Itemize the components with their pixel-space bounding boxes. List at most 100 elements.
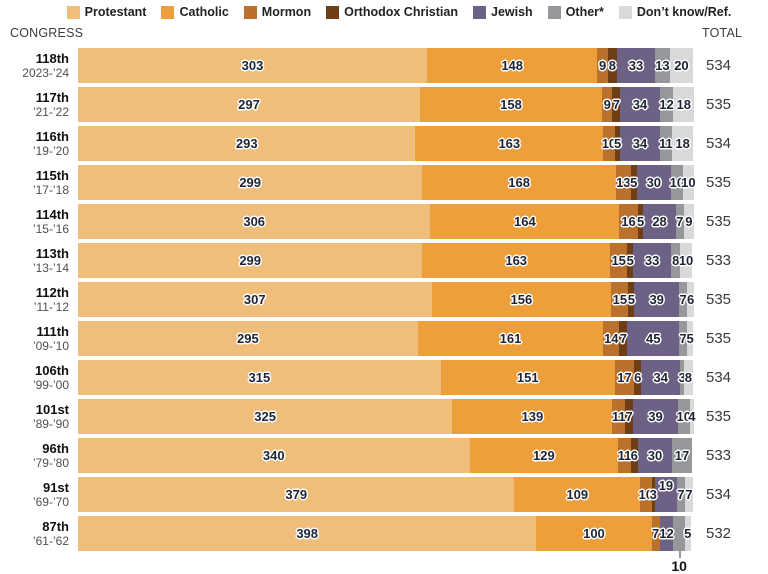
segment-value-label: 18 [675,136,690,151]
bar-row-87th: 87th ’61-’62 398 100 7 12 10 5 532 [0,516,768,574]
row-label: 117th ’21-’22 [0,90,78,120]
segment-value-label: 163 [505,253,528,268]
segment-value-label: 16 [621,214,636,229]
segment-value-label: 8 [608,58,616,73]
segment-value-label: 4 [688,409,696,424]
segment-value-label: 30 [647,448,663,463]
bar-segment-other: 3 [678,360,686,395]
segment-value-label: 28 [652,214,667,229]
bar-segment-mormon: 11 [612,399,626,434]
segment-value-label: 8 [684,370,692,385]
congress-name: 117th [35,89,69,105]
bar-segment-other: 7 [675,204,684,239]
bar-segment-protestant: 295 [78,321,418,356]
legend-swatch-protestant [66,5,80,19]
legend-label: Catholic [179,5,229,19]
segment-value-label: 14 [603,331,619,346]
segment-value-label: 7 [625,409,633,424]
bar-segment-don-t-know-ref: 9 [683,204,695,239]
row-total: 535 [706,213,732,230]
bar-segment-jewish: 33 [616,48,655,83]
bar-segment-other: 10 [670,165,684,200]
segment-value-label: 158 [500,97,522,112]
row-label: 101st ’89-’90 [0,402,78,432]
congress-years: ’79-’80 [32,456,69,471]
bar-segment-protestant: 306 [78,204,431,239]
segment-value-label: 156 [510,292,533,307]
bar-segment-jewish: 33 [633,243,672,278]
row-label: 106th ’99-’00 [0,363,78,393]
segment-value-label: 6 [687,292,695,307]
bar-segment-catholic: 163 [415,126,604,161]
congress-years: ’21-’22 [32,105,69,120]
bar-row-112th: 112th ’11-’12 307 156 15 5 39 7 6 535 [0,282,768,317]
bar-row-113th: 113th ’13-’14 299 163 15 5 33 8 10 533 [0,243,768,278]
bar-segment-mormon: 9 [602,87,613,122]
bar-segment-orthodox-christian: 5 [627,243,634,278]
segment-value-label: 306 [243,214,266,229]
congress-years: 2023-’24 [22,66,69,81]
congress-name: 91st [42,479,69,495]
bar-segment-mormon: 11 [618,438,631,473]
legend-swatch-jewish [473,5,486,19]
segment-value-label: 17 [617,370,632,385]
bar-segment-mormon: 7 [651,516,660,551]
bar-segment-catholic: 164 [430,204,620,239]
legend-swatch-catholic [161,5,175,19]
bar-segment-mormon: 14 [603,321,620,356]
segment-value-label: 129 [532,448,555,463]
bar-row-101st: 101st ’89-’90 325 139 11 7 39 10 4 535 [0,399,768,434]
legend-item-catholic: Catholic [161,5,229,19]
segment-value-label: 3 [678,370,686,385]
legend-item-jewish: Jewish [473,5,533,19]
row-total: 535 [706,330,732,347]
row-label: 111th ’09-’10 [0,324,78,354]
bar-segment-protestant: 379 [78,477,515,512]
bar-segment-mormon: 10 [639,477,653,512]
congress-name: 96th [42,440,69,456]
segment-value-label: 379 [285,487,308,502]
bar-segment-catholic: 109 [514,477,641,512]
column-headers: CONGRESS TOTAL [0,26,768,44]
stacked-bar: 293 163 10 5 34 11 18 [78,126,693,161]
congress-years: ’19-’20 [32,144,69,159]
segment-value-label: 5 [686,331,694,346]
bar-segment-don-t-know-ref: 10 [679,243,693,278]
bar-segment-orthodox-christian: 7 [612,87,621,122]
congress-years: ’09-’10 [32,339,69,354]
row-total: 535 [706,174,732,191]
congress-years: ’15-’16 [32,222,69,237]
legend-item-mormon: Mormon [243,5,311,19]
row-label: 87th ’61-’62 [0,519,78,549]
bar-segment-orthodox-christian: 7 [625,399,634,434]
congress-name: 106th [35,362,69,378]
legend-swatch-mormon [243,5,257,19]
row-label: 116th ’19-’20 [0,129,78,159]
legend-item-protestant: Protestant [66,5,147,19]
segment-value-label: 100 [583,526,605,541]
row-total: 535 [706,291,732,308]
legend-label: Protestant [84,5,147,19]
bar-segment-protestant: 307 [78,282,432,317]
segment-value-label: 163 [498,136,521,151]
segment-value-label: 5 [630,175,638,190]
stacked-bar: 340 129 11 6 30 17 [78,438,692,473]
stacked-bar: 398 100 7 12 10 5 [78,516,691,574]
legend-swatch-orthodox-christian [326,5,340,19]
bar-segment-catholic: 158 [420,87,602,122]
segment-value-label: 19 [658,478,674,493]
bar-segment-protestant: 293 [78,126,416,161]
bar-segment-jewish: 34 [641,360,681,395]
bar-segment-catholic: 156 [431,282,612,317]
row-total: 535 [706,96,732,113]
segment-value-label: 161 [499,331,522,346]
bar-segment-catholic: 139 [452,399,613,434]
congress-years: ’13-’14 [32,261,69,276]
bar-segment-don-t-know-ref: 8 [683,360,693,395]
bar-segment-mormon: 13 [615,165,631,200]
segment-value-label: 34 [632,136,648,151]
bar-segment-protestant: 398 [78,516,537,551]
bar-segment-mormon: 10 [602,126,616,161]
stacked-bar: 306 164 16 5 28 7 9 [78,204,695,239]
congress-years: ’69-’70 [32,495,69,510]
